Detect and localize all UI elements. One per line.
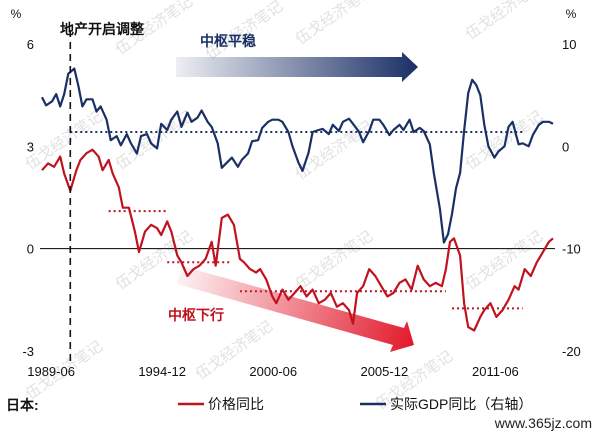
property-adjustment-label: 地产开启调整 [60, 21, 145, 37]
watermark-text: 伍戈经济笔记 [113, 108, 196, 174]
watermark-text: 伍戈经济笔记 [23, 108, 106, 174]
legend-gdp-label: 实际GDP同比（右轴） [390, 396, 532, 412]
left-axis-tick: -3 [22, 344, 34, 359]
watermark-text: 伍戈经济笔记 [463, 0, 546, 43]
reference-lines [70, 131, 523, 310]
watermark-text: 伍戈经济笔记 [203, 0, 286, 63]
left-axis-tick: 3 [27, 139, 34, 154]
series-layer [41, 67, 554, 332]
price-yoy-line [41, 148, 554, 332]
stable-center-arrow [176, 52, 418, 82]
right-axis-tick: -10 [562, 242, 581, 257]
x-axis-tick: 2000-06 [249, 364, 297, 379]
legend: 日本: 价格同比 实际GDP同比（右轴） www.365jz.com [6, 396, 592, 431]
declining-center-arrow [177, 266, 414, 352]
x-axis-tick: 2011-06 [472, 364, 519, 379]
gdp-yoy-line [41, 67, 554, 244]
right-axis-tick: -20 [562, 344, 581, 359]
country-label: 日本: [6, 397, 39, 413]
x-axis-tick: 2005-12 [360, 364, 408, 379]
x-axis-tick: 1994-12 [138, 364, 186, 379]
site-watermark: www.365jz.com [494, 415, 592, 431]
declining-center-label: 中枢下行 [168, 307, 224, 323]
left-axis-tick: 0 [27, 242, 34, 257]
x-axis-tick: 1989-06 [27, 364, 75, 379]
watermark-text: 伍戈经济笔记 [293, 0, 376, 48]
left-axis-unit: % [11, 7, 22, 21]
watermark-text: 伍戈经济笔记 [463, 228, 546, 294]
right-axis-tick: 0 [562, 139, 569, 154]
stable-center-label: 中枢平稳 [200, 33, 256, 49]
right-axis-tick: 10 [562, 37, 576, 52]
axes-layer: % % 6 3 0 -3 10 0 -10 -20 1989-06 1994-12 2000-06 200… [11, 7, 581, 379]
watermark-text: 伍戈经济笔记 [463, 108, 546, 174]
right-axis-unit: % [566, 7, 577, 21]
event-marker: 地产开启调整 [60, 21, 145, 362]
legend-price-label: 价格同比 [208, 396, 264, 412]
left-axis-tick: 6 [27, 37, 34, 52]
